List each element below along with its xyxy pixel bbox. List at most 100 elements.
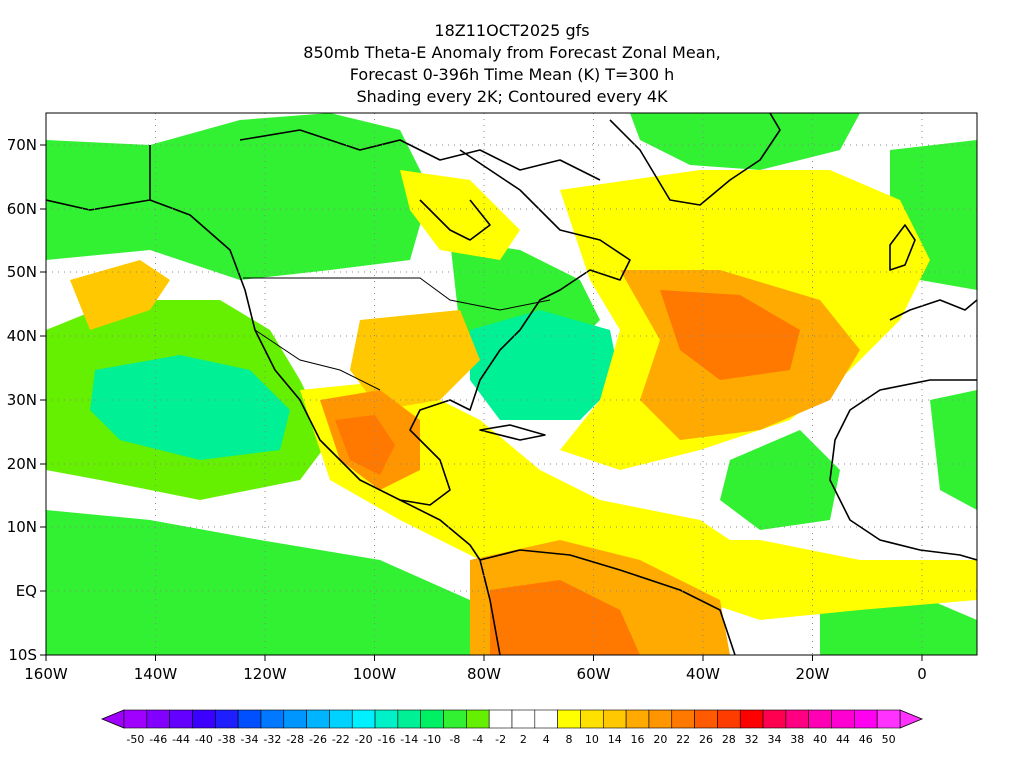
colorbar-label: 44	[836, 733, 850, 746]
colorbar-swatch	[283, 709, 307, 729]
y-tick-labels: 70N 60N 50N 40N 30N 20N 10N EQ 10S	[7, 136, 37, 664]
colorbar-swatch	[397, 709, 422, 729]
shade-canada-yellow	[400, 170, 520, 260]
coast-alaska	[46, 145, 151, 211]
colorbar-label: -10	[423, 733, 441, 746]
colorbar-label: 16	[631, 733, 645, 746]
us-mexico-border	[254, 329, 381, 391]
title-line-3: Forecast 0-396h Time Mean (K) T=300 h	[349, 65, 675, 84]
coast-south-america	[479, 549, 736, 655]
coast-greenland	[609, 113, 781, 206]
y-tick-label: 70N	[7, 136, 37, 154]
colorbar-label: -28	[286, 733, 304, 746]
colorbar-swatch	[511, 709, 536, 729]
shade-mexico-core	[335, 415, 395, 475]
colorbar-label: -20	[355, 733, 373, 746]
us-canada-border	[243, 277, 551, 311]
colorbar-label: 34	[767, 733, 781, 746]
colorbar-swatch	[214, 709, 239, 729]
colorbar-label: -4	[472, 733, 483, 746]
colorbar-swatch	[329, 709, 353, 729]
colorbar-label: -16	[377, 733, 395, 746]
shade-pacific-cyan	[90, 355, 290, 460]
coast-hudson-bay	[419, 199, 491, 241]
colorbar-swatch	[694, 709, 718, 729]
colorbar-swatch	[762, 709, 787, 729]
colorbar-label: 14	[608, 733, 622, 746]
colorbar-swatch	[739, 709, 764, 729]
shade-west-africa	[930, 390, 977, 510]
shade-south-atlantic	[820, 600, 977, 655]
colorbar-swatch	[443, 709, 467, 729]
colorbar-swatch	[146, 709, 170, 729]
grid-lines	[46, 113, 977, 655]
colorbar-label: 8	[566, 733, 573, 746]
shade-pacific-band	[70, 260, 170, 330]
colorbar-label: 4	[543, 733, 550, 746]
colorbar-label: 10	[585, 733, 599, 746]
y-tick-label: 20N	[7, 455, 37, 473]
colorbar-label: 2	[520, 733, 527, 746]
title-line-2: 850mb Theta-E Anomaly from Forecast Zona…	[303, 43, 721, 62]
colorbar-swatch	[169, 709, 193, 729]
shade-central-us	[350, 310, 480, 410]
colorbar-labels: -50 -46 -44 -40 -38 -34 -32 -28 -26 -22 -20 -16 -14-…	[126, 733, 895, 746]
colorbar-swatch	[374, 709, 399, 729]
coastlines	[46, 113, 977, 655]
colorbar-label: -38	[218, 733, 236, 746]
title-line-1: 18Z11OCT2025 gfs	[434, 21, 590, 40]
x-tick-label: 0	[917, 665, 927, 683]
y-tick-label: 10N	[7, 518, 37, 536]
colorbar-swatch	[534, 709, 558, 729]
shade-atlantic-core	[660, 290, 800, 380]
x-tick-labels: 160W 140W 120W 100W 80W 60W 40W 20W 0	[24, 665, 927, 683]
coast-cuba	[479, 424, 546, 441]
colorbar-swatch	[306, 709, 330, 729]
colorbar-swatches	[123, 709, 901, 729]
colorbar-swatch	[808, 709, 832, 729]
colorbar-label: -26	[309, 733, 327, 746]
title-line-4: Shading every 2K; Contoured every 4K	[356, 87, 668, 106]
colorbar-left-arrow	[100, 709, 125, 729]
colorbar-swatch	[602, 709, 627, 729]
colorbar-label: 28	[722, 733, 736, 746]
plot-frame	[45, 112, 978, 656]
y-tick-label: 10S	[8, 646, 37, 664]
x-tick-label: 80W	[467, 665, 501, 683]
colorbar-swatch	[625, 709, 650, 729]
shade-north-pacific	[46, 113, 430, 280]
coast-africa	[829, 379, 977, 561]
colorbar-swatch	[854, 709, 878, 729]
x-tick-label: 100W	[353, 665, 397, 683]
colorbar-swatch	[466, 709, 490, 729]
x-tick-label: 140W	[134, 665, 178, 683]
colorbar-label: -32	[263, 733, 281, 746]
colorbar-label: -40	[195, 733, 213, 746]
x-tick-label: 120W	[243, 665, 287, 683]
colorbar-label: 32	[745, 733, 759, 746]
colorbar-swatch	[351, 709, 376, 729]
colorbar-label: -8	[449, 733, 460, 746]
coast-iberia	[889, 299, 977, 321]
colorbar-swatch	[648, 709, 673, 729]
map-title: 18Z11OCT2025 gfs 850mb Theta-E Anomaly f…	[0, 20, 1024, 108]
colorbar-swatch	[717, 709, 741, 729]
colorbar-label: 22	[676, 733, 690, 746]
coast-central-america	[399, 499, 481, 561]
y-tick-label: 60N	[7, 200, 37, 218]
y-tick-label: EQ	[16, 582, 37, 600]
shade-atlantic-cyan	[470, 310, 620, 420]
colorbar-label: -14	[400, 733, 418, 746]
colorbar-swatch	[420, 709, 444, 729]
colorbar-swatch	[123, 709, 148, 729]
tick-marks	[40, 144, 923, 661]
y-tick-label: 50N	[7, 263, 37, 281]
colorbar-label: -34	[241, 733, 259, 746]
colorbar-swatch	[785, 709, 810, 729]
colorbar-label: -46	[149, 733, 167, 746]
colorbar-swatch	[671, 709, 695, 729]
colorbar-swatch	[192, 709, 216, 729]
shade-tropical-atlantic	[600, 540, 977, 620]
shade-east-atlantic	[720, 430, 840, 530]
colorbar-swatch	[876, 709, 901, 729]
